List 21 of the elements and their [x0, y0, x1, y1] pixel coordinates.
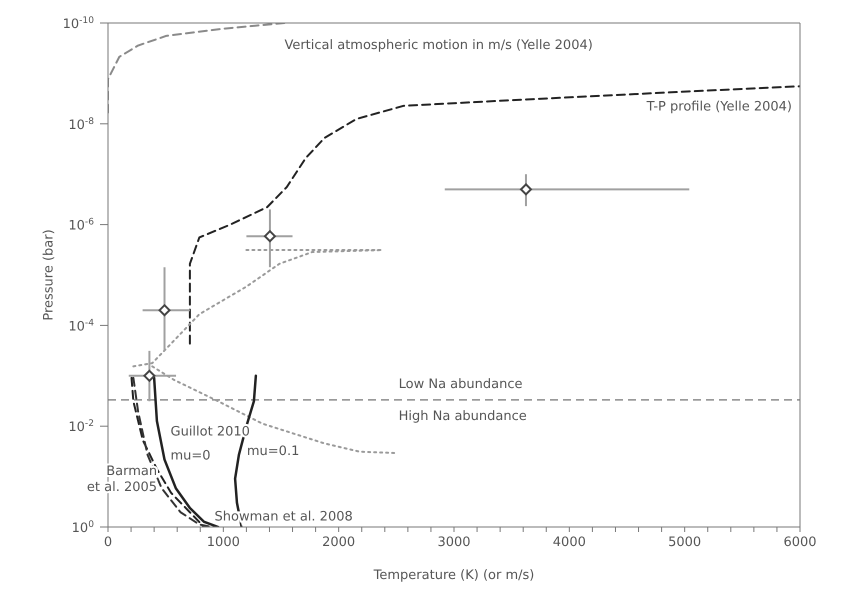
- x-tick-label: 2000: [322, 535, 356, 550]
- y-axis-title: Pressure (bar): [42, 229, 57, 321]
- x-tick-label: 3000: [437, 535, 471, 550]
- x-tick-label: 6000: [783, 535, 817, 550]
- series-label: mu=0: [170, 448, 211, 464]
- series-label: mu=0.1: [246, 443, 300, 458]
- y-tick-label: 10$^{-8}$: [68, 116, 94, 133]
- x-tick-label: 1000: [206, 535, 240, 550]
- y-tick-label: 10$^{-4}$: [68, 318, 94, 334]
- y-tick-label: 10$^{0}$: [72, 520, 94, 536]
- series-label: Vertical atmospheric motion in m/s (Yelle 2004): [284, 38, 593, 53]
- annotation: High Na abundance: [398, 408, 527, 424]
- x-tick-label: 5000: [668, 535, 702, 550]
- y-tick-label: 10$^{-10}$: [62, 16, 94, 32]
- x-tick-label: 4000: [552, 535, 586, 550]
- annotation: Low Na abundance: [398, 376, 522, 392]
- series-label: T-P profile (Yelle 2004): [646, 98, 792, 114]
- y-tick-label: 10$^{-2}$: [68, 419, 94, 436]
- x-axis-title: Temperature (K) (or m/s): [372, 568, 534, 583]
- y-tick-label: 10$^{-6}$: [68, 218, 94, 234]
- x-tick-label: 0: [104, 535, 112, 550]
